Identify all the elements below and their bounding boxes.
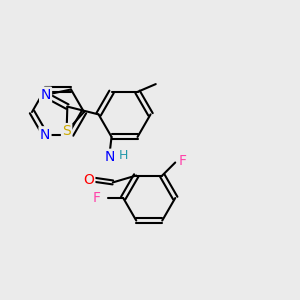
Text: S: S [62,124,71,138]
Text: O: O [83,173,94,187]
Text: N: N [40,88,51,102]
Text: N: N [105,150,115,164]
Text: F: F [93,191,101,205]
Text: N: N [40,128,50,142]
Text: F: F [178,154,186,167]
Text: H: H [118,148,128,161]
